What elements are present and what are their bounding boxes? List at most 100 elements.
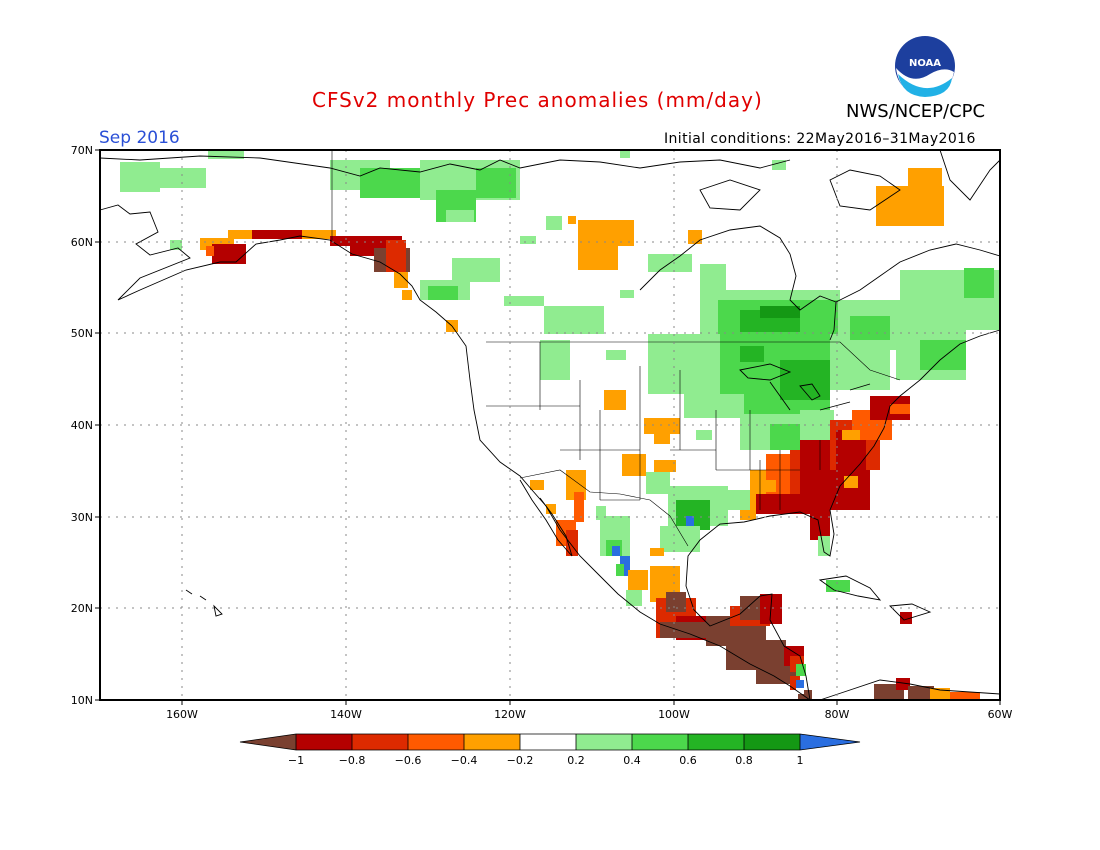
coastline-hawaii: [185, 589, 193, 595]
anomaly-cell: [578, 246, 618, 270]
anomaly-cell: [626, 590, 642, 606]
anomaly-cell: [780, 360, 830, 400]
anomaly-cell: [650, 548, 664, 556]
forecast-period: Sep 2016: [99, 128, 180, 148]
legend-swatch: [632, 734, 688, 750]
legend-label: 0.6: [679, 754, 697, 767]
anomaly-cell: [530, 480, 544, 490]
anomaly-cell: [660, 622, 710, 638]
coastline-south-america: [819, 679, 1001, 701]
anomaly-cell: [890, 404, 910, 414]
legend-swatch: [296, 734, 352, 750]
lat-label: 30N: [71, 511, 93, 524]
anomaly-cell: [620, 290, 634, 298]
coastlines: [99, 149, 1001, 701]
graticule: [100, 150, 1000, 700]
anomaly-cell: [616, 564, 624, 576]
lon-label: 60W: [988, 708, 1013, 721]
legend-label: 0.4: [623, 754, 641, 767]
anomaly-cell: [700, 264, 726, 290]
longitude-labels: 160W 140W 120W 100W 80W 60W: [166, 708, 1012, 721]
legend-label: 1: [797, 754, 804, 767]
anomaly-cell: [544, 306, 604, 334]
lat-label: 20N: [71, 602, 93, 615]
anomaly-cell: [504, 296, 544, 306]
coastline-cuba: [818, 575, 882, 601]
coastline-hispaniola: [889, 603, 932, 621]
legend-swatch: [576, 734, 632, 750]
anomaly-cell: [208, 150, 244, 159]
anomaly-cell: [900, 612, 912, 624]
coastline-labrador: [835, 243, 1001, 303]
anomaly-cell: [546, 216, 562, 230]
noaa-logo-sea: [898, 74, 952, 97]
legend-outline: [239, 733, 861, 751]
anomaly-cell: [964, 268, 994, 298]
lon-label: 160W: [166, 708, 198, 721]
anomaly-cell: [160, 168, 206, 188]
political-borders: [331, 150, 901, 547]
anomaly-cell: [428, 286, 458, 300]
coastline-gulf-east: [685, 329, 1001, 701]
anomaly-cell: [686, 516, 694, 526]
border-us-canada: [486, 341, 901, 381]
legend-swatch: [688, 734, 744, 750]
anomaly-cell: [818, 536, 830, 556]
anomaly-cell: [798, 690, 812, 700]
anomaly-cell: [612, 546, 620, 556]
anomaly-cell: [206, 246, 214, 256]
legend-label: 0.8: [735, 754, 753, 767]
border-us-states: [486, 342, 821, 510]
anomaly-cell: [394, 272, 408, 288]
anomaly-cell: [252, 230, 302, 239]
coastline-lake-superior: [739, 363, 792, 381]
lat-label: 50N: [71, 327, 93, 340]
legend-arrow-right: [800, 734, 860, 750]
anomaly-cell: [666, 592, 686, 612]
axis-ticks: [95, 149, 1001, 705]
anomaly-cell: [646, 472, 670, 494]
anomaly-cell: [684, 394, 744, 418]
anomaly-cell: [772, 160, 786, 170]
coastline-lake-michigan: [769, 381, 791, 411]
anomaly-cell: [452, 258, 500, 282]
coastline-hudson-bay: [639, 225, 837, 341]
lon-label: 140W: [330, 708, 362, 721]
anomaly-cell: [596, 506, 606, 520]
coastline-hawaii: [199, 595, 207, 601]
anomaly-cell: [476, 168, 516, 198]
coastline-baja: [519, 479, 573, 557]
anomaly-cell: [546, 504, 556, 514]
legend-swatch: [408, 734, 464, 750]
anomaly-cell: [120, 162, 160, 192]
coastline-lake-huron: [799, 383, 821, 401]
organization-label: NWS/NCEP/CPC: [846, 101, 986, 122]
legend-label: −0.8: [339, 754, 366, 767]
latitude-labels: 70N 60N 50N 40N 30N 20N 10N: [71, 144, 93, 707]
anomaly-cell: [796, 680, 804, 694]
lon-label: 100W: [658, 708, 690, 721]
lat-label: 70N: [71, 144, 93, 157]
anomaly-cell: [760, 480, 776, 492]
anomaly-cell: [212, 244, 246, 264]
anomaly-cell: [170, 240, 182, 250]
chart-title: CFSv2 monthly Prec anomalies (mm/day): [312, 88, 763, 112]
anomaly-cell: [950, 692, 980, 700]
legend-label: −0.2: [507, 754, 534, 767]
anomaly-cell: [770, 424, 800, 450]
legend-labels: −1 −0.8 −0.6 −0.4 −0.2 0.2 0.4 0.6 0.8 1: [288, 754, 804, 767]
anomaly-cell: [850, 316, 890, 340]
anomaly-cell: [644, 418, 680, 434]
legend-label: −0.4: [451, 754, 478, 767]
coastline-lake-erie: [819, 401, 851, 411]
anomaly-cell: [604, 390, 626, 410]
anomaly-cell: [896, 678, 910, 690]
coastline-greenland: [939, 149, 1001, 201]
anomaly-cell: [330, 236, 402, 246]
coastline-lake-ontario: [849, 383, 871, 391]
legend-label: −1: [288, 754, 304, 767]
anomaly-cell: [796, 664, 806, 676]
lat-label: 10N: [71, 694, 93, 707]
